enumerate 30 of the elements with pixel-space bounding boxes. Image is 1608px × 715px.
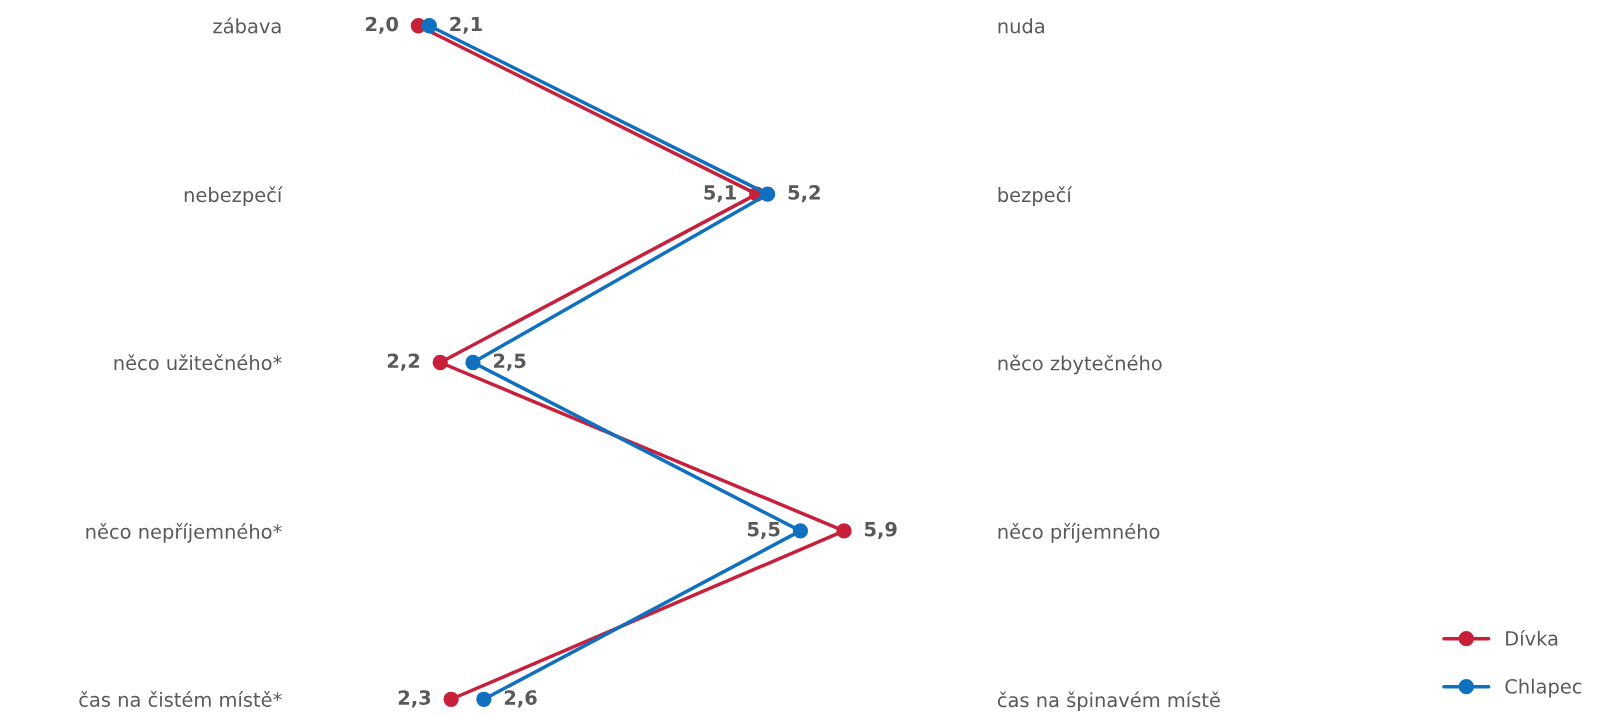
point bbox=[432, 354, 448, 371]
y-tick-label: zábava bbox=[213, 17, 281, 34]
y2-tick-label: čas na špinavém místě bbox=[997, 691, 1220, 712]
y-tick-label: něco nepříjemného* bbox=[86, 523, 282, 543]
y2-tick-label: něco zbytečného bbox=[998, 354, 1162, 375]
data-label: 2,6 bbox=[504, 690, 537, 708]
data-label: 5,5 bbox=[748, 522, 780, 540]
y-tick-label: nebezpečí bbox=[184, 186, 283, 206]
data-label: 2,0 bbox=[366, 16, 399, 34]
data-label: 5,9 bbox=[864, 521, 897, 540]
data-label: 5,1 bbox=[704, 185, 736, 203]
data-label: 2,2 bbox=[387, 353, 420, 371]
point bbox=[760, 186, 776, 202]
y-tick-label: čas na čistém místě* bbox=[79, 691, 282, 707]
data-label: 2,5 bbox=[493, 353, 526, 371]
y2-tick-label: něco příjemného bbox=[998, 523, 1160, 543]
point bbox=[421, 18, 437, 34]
point bbox=[476, 691, 492, 707]
point bbox=[465, 354, 481, 371]
legend-label: Dívka bbox=[1506, 629, 1558, 646]
data-label: 2,1 bbox=[450, 16, 482, 34]
data-label: 2,3 bbox=[398, 690, 431, 708]
point bbox=[443, 691, 459, 707]
data-label: 5,2 bbox=[788, 185, 820, 203]
y-tick-label: něco užitečného* bbox=[114, 354, 282, 371]
legend-label: Chlapec bbox=[1505, 678, 1582, 698]
point bbox=[792, 523, 809, 539]
y2-tick-label: nuda bbox=[998, 18, 1044, 34]
y2-tick-label: bezpečí bbox=[998, 186, 1073, 206]
point bbox=[836, 523, 852, 539]
